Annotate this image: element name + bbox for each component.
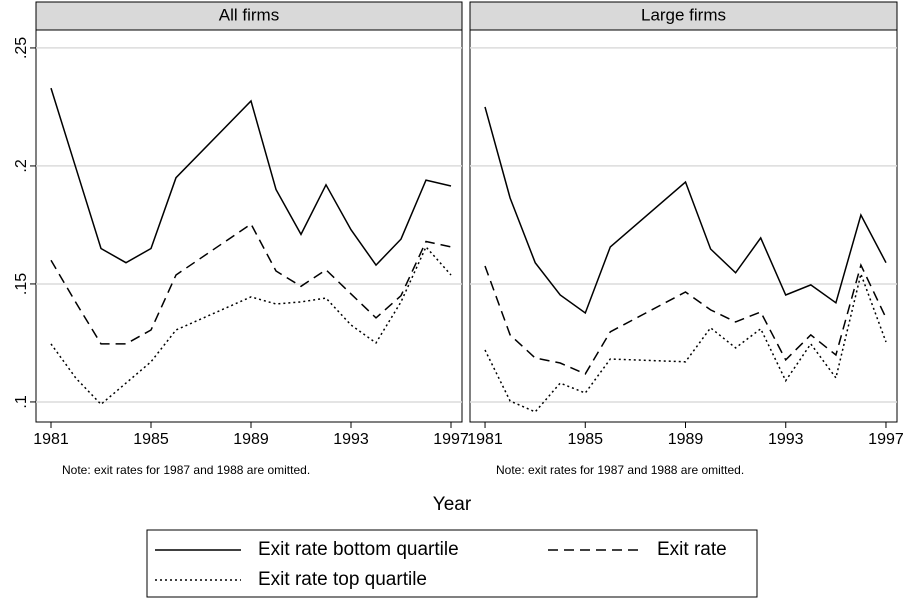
series-line bbox=[484, 271, 887, 413]
series-line bbox=[484, 106, 887, 315]
plot-area bbox=[469, 29, 898, 423]
x-tick-label: 1989 bbox=[233, 431, 269, 448]
series-line bbox=[50, 222, 452, 345]
y-tick-label: .25 bbox=[13, 37, 30, 59]
x-tick-label: 1985 bbox=[567, 431, 603, 448]
x-tick-label: 1997 bbox=[433, 431, 469, 448]
panel-note: Note: exit rates for 1987 and 1988 are o… bbox=[62, 463, 310, 477]
panel-title: Large firms bbox=[641, 5, 726, 24]
series-line bbox=[50, 87, 452, 267]
panel-title: All firms bbox=[219, 5, 279, 24]
x-tick-label: 1989 bbox=[668, 431, 704, 448]
x-axis-label: Year bbox=[433, 494, 472, 515]
x-tick-label: 1993 bbox=[333, 431, 369, 448]
legend-label: Exit rate bbox=[657, 539, 727, 560]
panel-header bbox=[35, 1, 463, 31]
y-tick-label: .1 bbox=[13, 395, 30, 408]
plot-area bbox=[35, 29, 463, 423]
legend-label: Exit rate top quartile bbox=[258, 569, 427, 590]
series-line bbox=[484, 262, 887, 375]
legend-label: Exit rate bottom quartile bbox=[258, 539, 459, 560]
legend-box bbox=[146, 529, 758, 598]
x-tick-label: 1981 bbox=[467, 431, 503, 448]
x-tick-label: 1997 bbox=[868, 431, 904, 448]
y-tick-label: .15 bbox=[13, 273, 30, 295]
x-tick-label: 1993 bbox=[768, 431, 804, 448]
panel-note: Note: exit rates for 1987 and 1988 are o… bbox=[496, 463, 744, 477]
y-tick-label: .2 bbox=[13, 159, 30, 172]
x-tick-label: 1985 bbox=[133, 431, 169, 448]
x-tick-label: 1981 bbox=[33, 431, 69, 448]
panel-header bbox=[469, 1, 898, 31]
